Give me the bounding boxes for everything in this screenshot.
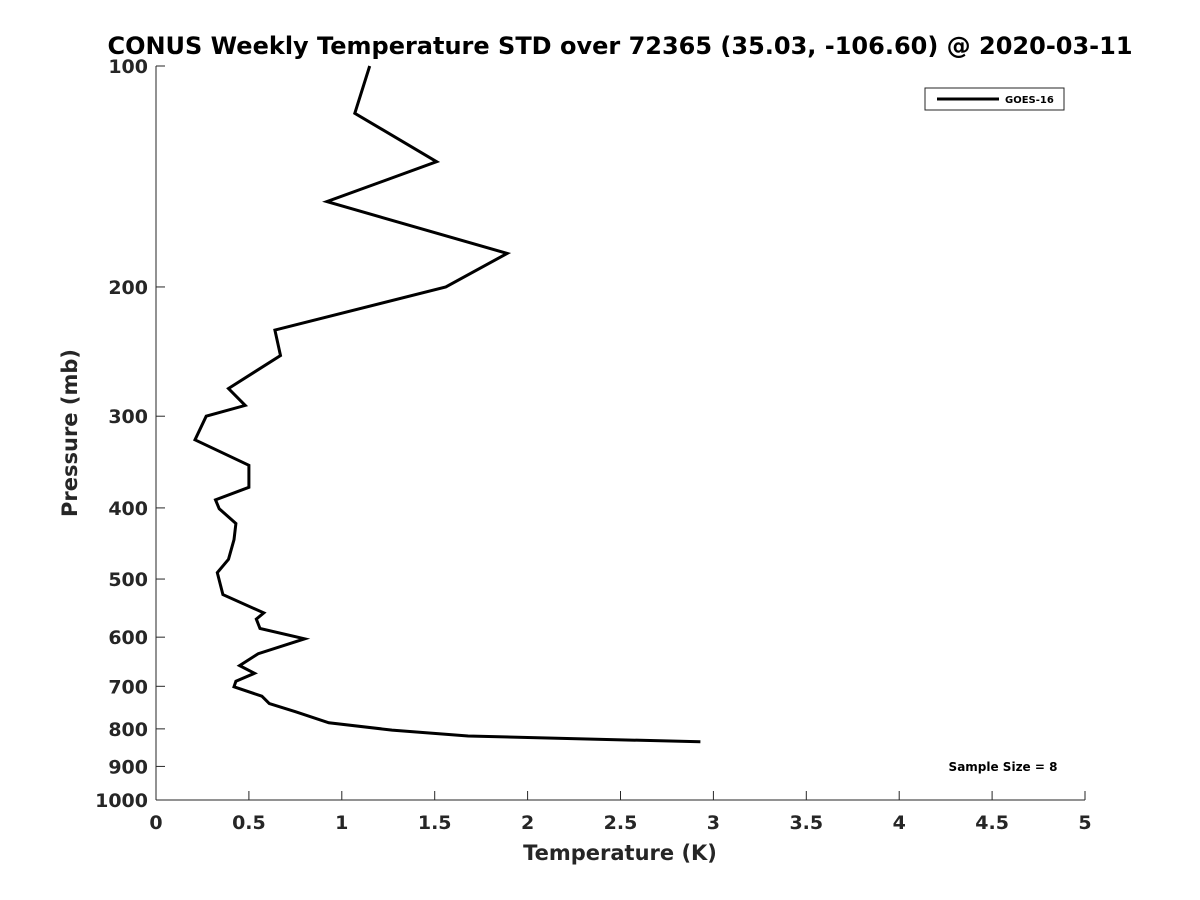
series-line-goes-16 [193,65,701,744]
chart-title: CONUS Weekly Temperature STD over 72365 … [107,32,1132,60]
x-tick-label: 4 [893,812,906,834]
y-tick-label: 100 [108,56,148,78]
x-tick-label: 3.5 [789,812,823,834]
x-tick-label: 4.5 [975,812,1009,834]
sample-size-annotation: Sample Size = 8 [949,760,1058,774]
x-tick-label: 1.5 [418,812,452,834]
x-tick-label: 3 [707,812,720,834]
series-layer [193,65,701,744]
legend-label-goes-16: GOES-16 [1005,95,1054,106]
y-tick-label: 200 [108,277,148,299]
y-tick-label: 900 [108,756,148,778]
y-axis-ticks: 100 200 300 400 500 600 700 800 900 1000 [95,56,165,812]
y-tick-label: 600 [108,627,148,649]
y-axis-label: Pressure (mb) [58,349,82,517]
x-axis-label: Temperature (K) [523,841,717,865]
x-axis-ticks: 0 0.5 1 1.5 2 2.5 3 3.5 4 4.5 5 [149,791,1092,834]
x-tick-label: 0.5 [232,812,266,834]
x-tick-label: 0 [149,812,162,834]
y-tick-label: 700 [108,676,148,698]
x-tick-label: 2.5 [604,812,638,834]
y-tick-label: 300 [108,406,148,428]
legend: GOES-16 [924,87,1065,111]
y-tick-label: 400 [108,498,148,520]
x-tick-label: 2 [521,812,534,834]
x-tick-label: 5 [1078,812,1091,834]
x-tick-label: 1 [335,812,348,834]
y-tick-label: 500 [108,569,148,591]
y-tick-label: 800 [108,719,148,741]
y-tick-label: 1000 [95,790,148,812]
